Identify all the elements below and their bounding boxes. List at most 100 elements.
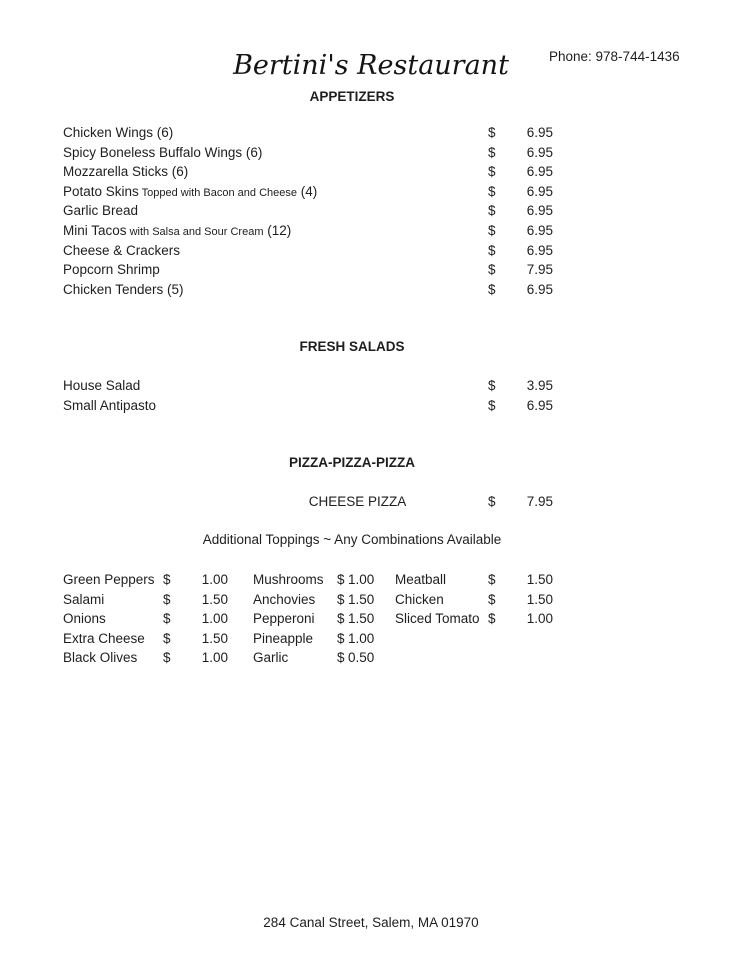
menu-item-row: Mozzarella Sticks (6) $ 6.95 — [63, 162, 553, 182]
cheese-pizza-price: 7.95 — [526, 494, 553, 509]
currency-symbol: $ — [163, 591, 171, 607]
topping-name: Pepperoni — [253, 611, 315, 627]
menu-item-row: Popcorn Shrimp $ 7.95 — [63, 260, 553, 280]
topping-name: Pineapple — [253, 630, 314, 646]
salads-heading: FRESH SALADS — [299, 339, 405, 354]
item-name: House Salad — [63, 378, 141, 393]
item-name: Garlic Bread — [63, 201, 488, 221]
item-price: 6.95 — [526, 397, 553, 413]
menu-item-row: Garlic Bread $ 6.95 — [63, 201, 553, 221]
topping-row: Mushrooms $ 1.00 — [253, 570, 378, 590]
currency-symbol: $ — [488, 611, 496, 627]
menu-item-row: Spicy Boneless Buffalo Wings (6) $ 6.95 — [63, 143, 553, 163]
item-name-main: Chicken Tenders (5) — [63, 281, 184, 297]
currency-symbol: $ — [488, 164, 496, 180]
menu-item-row: Mini Tacos with Salsa and Sour Cream (12… — [63, 221, 553, 241]
topping-row: Chicken $ 1.50 — [395, 590, 553, 610]
topping-price: 1.00 — [526, 611, 553, 627]
toppings-column-1: Green Peppers $ 1.00 Salami $ 1.50 Onion… — [63, 570, 228, 668]
topping-name: Anchovies — [253, 591, 316, 607]
item-price: 3.95 — [526, 378, 553, 393]
currency-symbol: $ — [163, 572, 171, 587]
topping-name: Chicken — [395, 591, 444, 607]
item-name-main: Garlic Bread — [63, 203, 139, 219]
salads-list: House Salad $ 3.95 Small Antipasto $ 6.9… — [63, 376, 553, 415]
item-name: Cheese & Crackers — [63, 241, 488, 261]
currency-symbol: $ — [488, 281, 496, 297]
item-price: 6.95 — [526, 144, 553, 160]
currency-symbol: $ — [337, 572, 345, 587]
topping-price: 1.50 — [348, 591, 375, 607]
topping-row: Extra Cheese $ 1.50 — [63, 629, 228, 649]
topping-row: Sliced Tomato $ 1.00 — [395, 609, 553, 629]
currency-symbol: $ — [488, 262, 496, 278]
currency-symbol: $ — [488, 572, 496, 587]
menu-item-row: Small Antipasto $ 6.95 — [63, 396, 553, 416]
item-name-tail: (4) — [297, 183, 318, 199]
menu-item-row: House Salad $ 3.95 — [63, 376, 553, 396]
toppings-column-3: Meatball $ 1.50 Chicken $ 1.50 Sliced To… — [395, 570, 553, 629]
currency-symbol: $ — [337, 611, 345, 627]
item-name-main: Mini Tacos — [63, 222, 127, 238]
topping-price: 1.50 — [526, 591, 553, 607]
item-name: Popcorn Shrimp — [63, 260, 488, 280]
currency-symbol: $ — [488, 397, 496, 413]
item-name-main: Potato Skins — [63, 183, 139, 199]
currency-symbol: $ — [488, 125, 496, 140]
item-name: Spicy Boneless Buffalo Wings (6) — [63, 143, 488, 163]
appetizers-list: Chicken Wings (6) $ 6.95 Spicy Boneless … — [63, 123, 553, 299]
topping-price: 1.50 — [201, 630, 228, 646]
item-name-main: Chicken Wings (6) — [63, 125, 174, 140]
topping-name: Green Peppers — [63, 572, 155, 587]
item-name-detail: with Salsa and Sour Cream — [126, 225, 264, 238]
item-name: Mozzarella Sticks (6) — [63, 162, 488, 182]
topping-price: 1.00 — [348, 630, 375, 646]
topping-row: Green Peppers $ 1.00 — [63, 570, 228, 590]
item-name: Small Antipasto — [63, 397, 157, 413]
item-price: 6.95 — [526, 242, 553, 258]
item-name-main: Spicy Boneless Buffalo Wings (6) — [63, 144, 263, 160]
currency-symbol: $ — [488, 144, 496, 160]
currency-symbol: $ — [488, 222, 496, 238]
currency-symbol: $ — [488, 203, 496, 219]
currency-symbol: $ — [488, 591, 496, 607]
topping-name: Onions — [63, 611, 106, 627]
item-name: Chicken Tenders (5) — [63, 280, 488, 300]
item-name-main: Mozzarella Sticks (6) — [63, 164, 189, 180]
topping-row: Black Olives $ 1.00 — [63, 648, 228, 668]
topping-name: Salami — [63, 591, 105, 607]
topping-price: 1.00 — [201, 572, 228, 587]
topping-price: 1.50 — [201, 591, 228, 607]
currency-symbol: $ — [163, 630, 171, 646]
topping-price: 1.50 — [526, 572, 553, 587]
currency-symbol: $ — [488, 183, 496, 199]
item-price: 6.95 — [526, 203, 553, 219]
topping-price: 1.00 — [348, 572, 375, 587]
topping-row: Pineapple $ 1.00 — [253, 629, 378, 649]
currency-symbol: $ — [488, 242, 496, 258]
cheese-pizza-label: CHEESE PIZZA — [308, 494, 407, 509]
topping-row: Anchovies $ 1.50 — [253, 590, 378, 610]
currency-symbol: $ — [163, 611, 171, 627]
currency-symbol: $ — [488, 378, 496, 393]
item-name: Potato Skins Topped with Bacon and Chees… — [63, 182, 488, 202]
item-name: Mini Tacos with Salsa and Sour Cream (12… — [63, 221, 488, 241]
menu-item-row: Chicken Wings (6) $ 6.95 — [63, 123, 553, 143]
currency-symbol: $ — [163, 650, 171, 666]
topping-name: Mushrooms — [253, 572, 324, 587]
toppings-column-2: Mushrooms $ 1.00 Anchovies $ 1.50 Pepper… — [253, 570, 378, 668]
pizza-heading: PIZZA-PIZZA-PIZZA — [289, 455, 415, 470]
toppings-note: Additional Toppings ~ Any Combinations A… — [202, 532, 502, 547]
item-name-main: Popcorn Shrimp — [63, 262, 160, 278]
topping-price: 1.50 — [348, 611, 375, 627]
topping-row: Garlic $ 0.50 — [253, 648, 378, 668]
restaurant-title: Bertini's Restaurant — [233, 50, 509, 81]
menu-item-row: Chicken Tenders (5) $ 6.95 — [63, 280, 553, 300]
item-name-main: Cheese & Crackers — [63, 242, 181, 258]
topping-name: Sliced Tomato — [395, 611, 480, 627]
topping-price: 1.00 — [201, 650, 228, 666]
item-price: 6.95 — [526, 183, 553, 199]
topping-price: 1.00 — [201, 611, 228, 627]
topping-name: Black Olives — [63, 650, 138, 666]
topping-row: Salami $ 1.50 — [63, 590, 228, 610]
